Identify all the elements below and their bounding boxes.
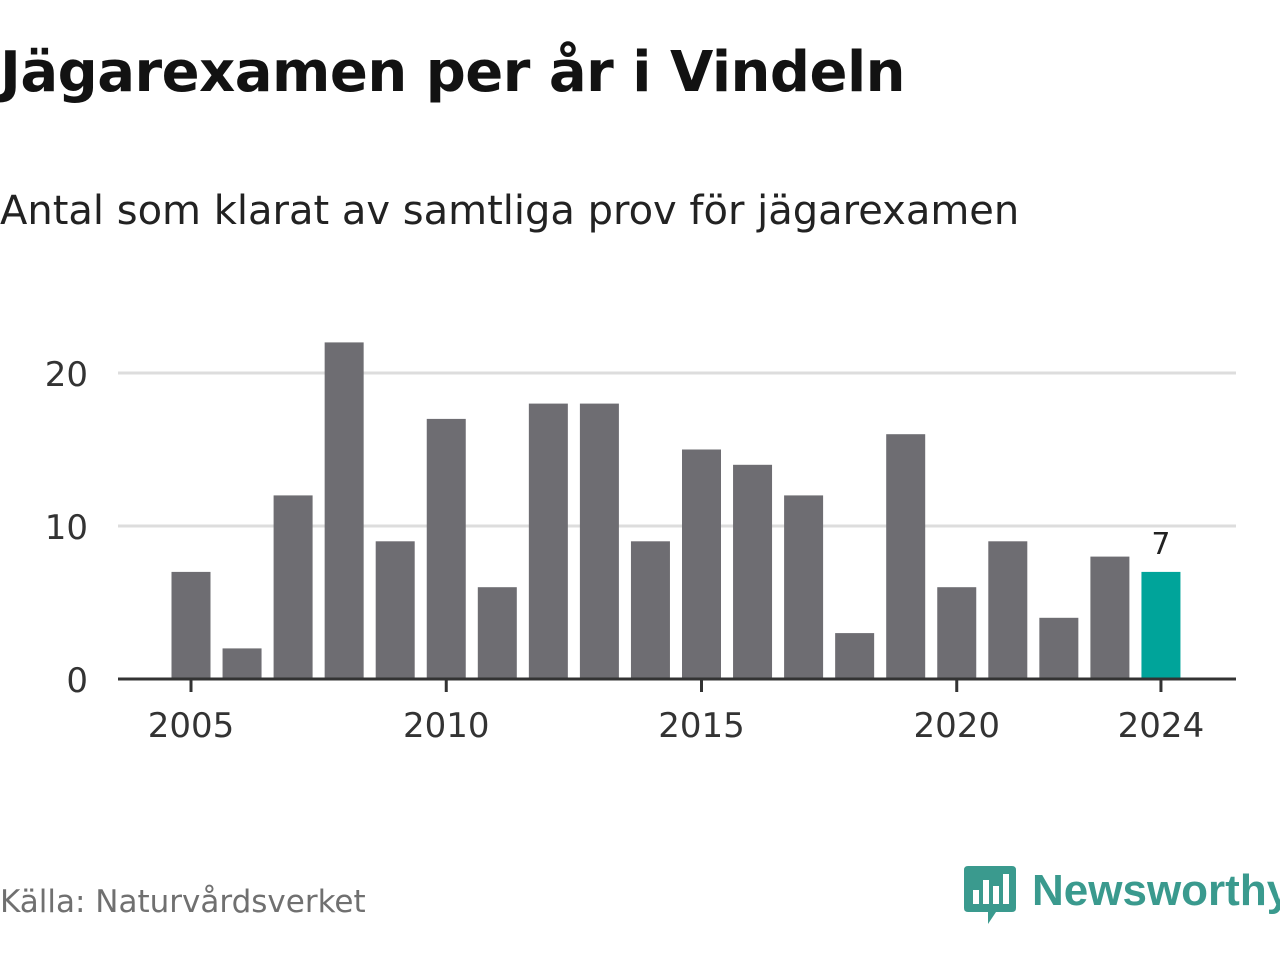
bar-2020	[937, 587, 977, 679]
bar-2015	[682, 449, 721, 679]
bar-2011	[477, 587, 517, 679]
bar-2012	[528, 403, 568, 679]
y-tick-label: 0	[66, 661, 88, 701]
x-axis: 2005 2010 2015 2020 2024	[118, 677, 1236, 746]
bar-2008	[324, 342, 364, 679]
x-tick-label: 2015	[658, 706, 745, 746]
x-tick-label: 2020	[913, 706, 1000, 746]
bar-2016	[733, 464, 773, 679]
bar-2014	[630, 541, 670, 679]
y-axis-ticks: 0 10 20	[45, 355, 88, 701]
bar-2024	[1141, 571, 1181, 679]
bar-2023	[1090, 556, 1130, 679]
bar-2005	[171, 571, 211, 679]
data-labels: 7	[1151, 527, 1170, 562]
data-label-2024: 7	[1151, 527, 1170, 562]
bar-2009	[375, 541, 415, 679]
y-tick-label: 10	[45, 508, 88, 548]
bar-chart: 0 10 20 2005 2010 2015 2020 2024 7	[45, 342, 1236, 746]
x-tick-label: 2005	[148, 706, 235, 746]
bar-2021	[988, 541, 1028, 679]
bar-2007	[273, 495, 313, 679]
bar-2022	[1039, 617, 1079, 679]
bar-2018	[835, 633, 875, 679]
chart-title: Jägarexamen per år i Vindeln	[0, 40, 906, 105]
bar-2006	[222, 648, 262, 679]
chart-subtitle: Antal som klarat av samtliga prov för jä…	[0, 188, 1020, 234]
brand-name: Newsworthy	[1032, 866, 1280, 915]
bar-2019	[886, 434, 926, 679]
newsworthy-logo-icon	[964, 866, 1016, 924]
bar-2013	[579, 403, 619, 679]
x-tick-label: 2010	[403, 706, 490, 746]
bar-2010	[426, 418, 466, 679]
x-tick-label: 2024	[1118, 706, 1205, 746]
bars	[171, 342, 1181, 679]
source-note: Källa: Naturvårdsverket	[0, 884, 366, 920]
y-tick-label: 20	[45, 355, 88, 395]
bar-2017	[784, 495, 824, 679]
